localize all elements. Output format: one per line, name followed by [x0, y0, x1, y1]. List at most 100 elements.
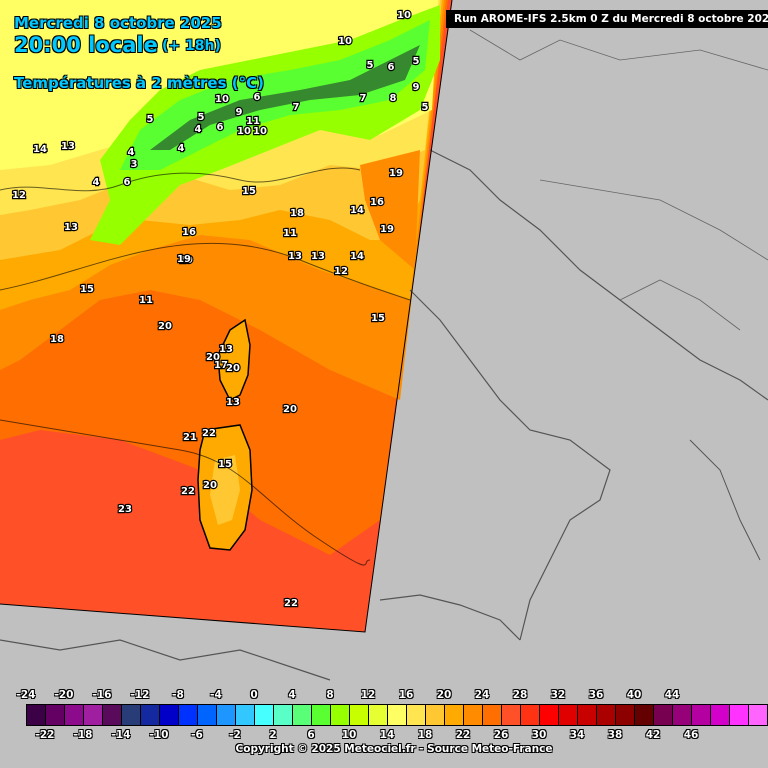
legend-swatch: [692, 705, 711, 725]
legend-tick-top: -20: [54, 689, 74, 701]
legend-swatch: [84, 705, 103, 725]
legend-tick-top: 32: [550, 689, 566, 701]
legend-tick-bottom: 26: [493, 729, 509, 741]
legend-swatch: [559, 705, 578, 725]
country-border: [619, 279, 741, 331]
temperature-value-label: 14: [350, 205, 364, 216]
legend-tick-bottom: 34: [569, 729, 585, 741]
temperature-value-label: 9: [413, 82, 420, 93]
legend-swatch: [27, 705, 46, 725]
legend-tick-top: 44: [664, 689, 680, 701]
temperature-value-label: 12: [334, 266, 348, 277]
temperature-value-label: 14: [33, 144, 47, 155]
legend-tick-bottom: 22: [455, 729, 471, 741]
forecast-date: Mercredi 8 octobre 2025: [14, 14, 222, 32]
temperature-value-label: 12: [12, 190, 26, 201]
coastline-greece: [689, 439, 761, 561]
legend-tick-top: -4: [210, 689, 222, 701]
legend-swatch: [293, 705, 312, 725]
legend-swatch: [65, 705, 84, 725]
legend-swatch: [540, 705, 559, 725]
legend-swatch: [521, 705, 540, 725]
legend-tick-bottom: 14: [379, 729, 395, 741]
temperature-value-label: 15: [218, 459, 232, 470]
temperature-value-label: 8: [390, 93, 397, 104]
coastline-sicily: [379, 594, 521, 641]
country-border: [469, 29, 768, 71]
temperature-value-label: 7: [293, 102, 300, 113]
legend-tick-top: -16: [92, 689, 112, 701]
temperature-value-label: 13: [219, 344, 233, 355]
legend-swatch: [730, 705, 749, 725]
legend-swatch: [426, 705, 445, 725]
legend-swatch: [388, 705, 407, 725]
country-border: [539, 179, 768, 261]
legend-swatch: [711, 705, 730, 725]
temperature-value-label: 15: [371, 313, 385, 324]
temperature-value-label: 10: [237, 126, 251, 137]
legend-tick-top: 24: [474, 689, 490, 701]
adriatic-north-zone: [360, 150, 420, 270]
temperature-value-label: 5: [147, 114, 154, 125]
temperature-value-label: 18: [50, 334, 64, 345]
legend-swatch: [46, 705, 65, 725]
temperature-value-label: 10: [397, 10, 411, 21]
temperature-value-label: 3: [131, 159, 138, 170]
legend-tick-bottom: 30: [531, 729, 547, 741]
temperature-value-label: 19: [177, 254, 191, 265]
temperature-value-label: 6: [388, 62, 395, 73]
legend-tick-bottom: -6: [191, 729, 203, 741]
temperature-value-label: 4: [93, 177, 100, 188]
legend-tick-bottom: -14: [111, 729, 131, 741]
legend-swatch: [217, 705, 236, 725]
color-scale-legend: [26, 704, 768, 726]
legend-swatch: [578, 705, 597, 725]
legend-tick-bottom: -10: [149, 729, 169, 741]
forecast-time: 20:00 locale: [14, 33, 158, 57]
coastline-north-africa: [0, 639, 331, 681]
legend-swatch: [122, 705, 141, 725]
legend-swatch: [597, 705, 616, 725]
temperature-value-label: 22: [202, 428, 216, 439]
temperature-value-label: 13: [226, 397, 240, 408]
temperature-value-label: 23: [118, 504, 132, 515]
isotherm-line: [0, 242, 411, 301]
legend-swatch: [464, 705, 483, 725]
forecast-lead-time: (+ 18h): [162, 38, 221, 54]
legend-tick-top: 16: [398, 689, 414, 701]
legend-swatch: [369, 705, 388, 725]
legend-swatch: [350, 705, 369, 725]
temperature-value-label: 11: [139, 295, 153, 306]
temperature-value-label: 9: [236, 107, 243, 118]
temperature-value-label: 16: [182, 227, 196, 238]
legend-swatch: [331, 705, 350, 725]
legend-swatch: [160, 705, 179, 725]
legend-swatch: [103, 705, 122, 725]
temperature-value-label: 10: [253, 126, 267, 137]
corsica-island: [217, 318, 251, 402]
temperature-value-label: 13: [64, 222, 78, 233]
legend-tick-bottom: -22: [35, 729, 55, 741]
coastline-adriatic-east: [429, 149, 768, 401]
temperature-value-label: 7: [360, 93, 367, 104]
temperature-value-label: 5: [198, 112, 205, 123]
temperature-value-label: 4: [178, 143, 185, 154]
alps-peak-zone: [150, 45, 420, 150]
temperature-value-label: 10: [215, 94, 229, 105]
legend-swatch: [179, 705, 198, 725]
temperature-value-label: 20: [206, 352, 220, 363]
temperature-value-label: 22: [284, 598, 298, 609]
temperature-value-label: 19: [380, 224, 394, 235]
temperature-value-label: 4: [128, 147, 135, 158]
legend-swatch: [236, 705, 255, 725]
legend-swatch: [141, 705, 160, 725]
legend-swatch: [407, 705, 426, 725]
legend-tick-top: -8: [172, 689, 184, 701]
temperature-value-label: 11: [246, 116, 260, 127]
legend-tick-top: 20: [436, 689, 452, 701]
temperature-value-label: 19: [389, 168, 403, 179]
temperature-value-label: 20: [283, 404, 297, 415]
legend-swatch: [616, 705, 635, 725]
